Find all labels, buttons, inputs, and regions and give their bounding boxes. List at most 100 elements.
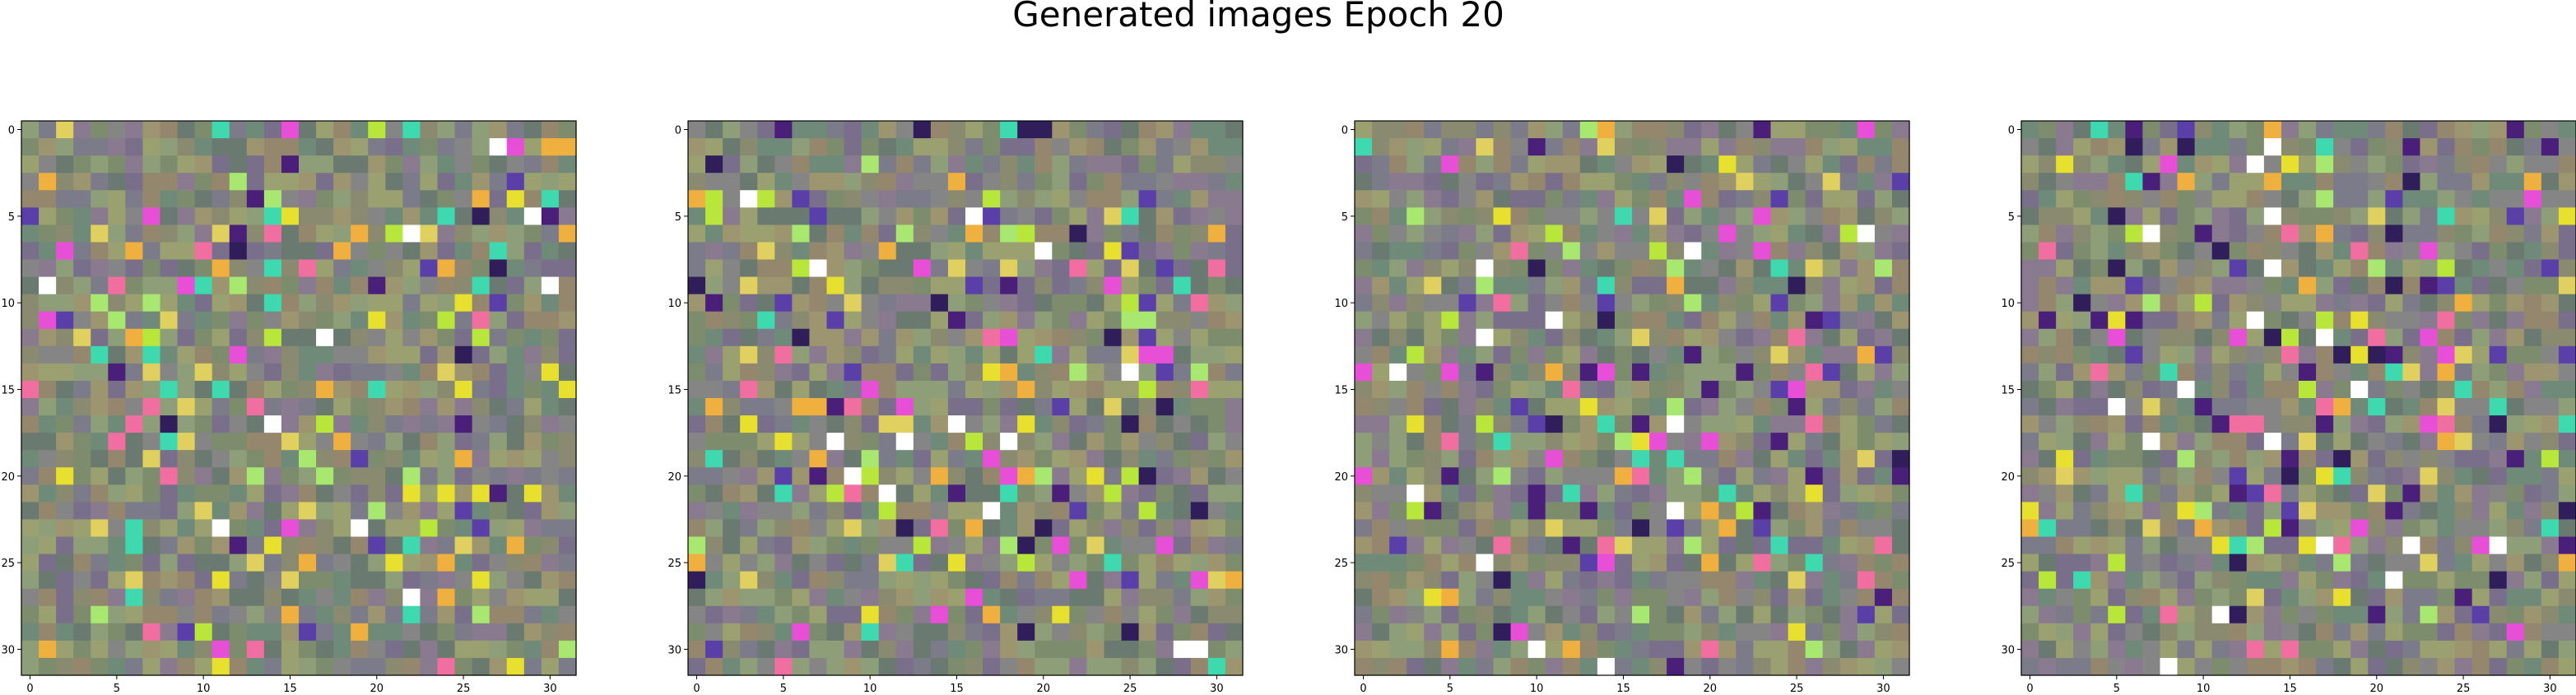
pixel-cell [246, 467, 265, 485]
pixel-cell [1684, 450, 1702, 468]
pixel-cell [1441, 640, 1459, 659]
pixel-cell [1667, 276, 1685, 295]
pixel-cell [351, 433, 369, 451]
pixel-cell [2350, 433, 2369, 451]
pixel-cell [1389, 450, 1407, 468]
pixel-cell [826, 328, 845, 347]
pixel-cell [281, 242, 300, 261]
pixel-cell [1562, 588, 1581, 607]
pixel-cell [2316, 276, 2334, 295]
pixel-cell [333, 415, 351, 433]
pixel-cell [1000, 536, 1018, 555]
pixel-cell [142, 190, 161, 208]
pixel-cell [160, 380, 179, 399]
pixel-cell [1788, 623, 1806, 642]
pixel-cell [523, 640, 542, 659]
pixel-cell [558, 519, 577, 538]
pixel-cell [541, 311, 560, 330]
pixel-cell [2090, 450, 2109, 468]
pixel-cell [385, 225, 403, 243]
pixel-cell [688, 588, 706, 607]
pixel-cell [930, 155, 949, 174]
pixel-cell [2489, 467, 2508, 485]
pixel-cell [472, 155, 491, 174]
pixel-cell [263, 657, 282, 676]
pixel-cell [91, 467, 109, 485]
pixel-cell [2420, 571, 2439, 590]
pixel-cell [2420, 311, 2439, 330]
pixel-cell [368, 225, 386, 243]
pixel-cell [2299, 588, 2317, 607]
pixel-cell [2108, 433, 2126, 451]
pixel-cell [2073, 657, 2091, 676]
pixel-cell [1407, 242, 1425, 261]
pixel-cell [1441, 276, 1459, 295]
pixel-cell [826, 484, 845, 503]
pixel-cell [1632, 484, 1650, 503]
pixel-cell [2299, 363, 2317, 382]
pixel-cell [2454, 311, 2473, 330]
pixel-cell [2489, 328, 2508, 347]
pixel-cell [2021, 276, 2039, 295]
pixel-cell [2385, 536, 2403, 555]
pixel-cell [757, 450, 775, 468]
pixel-cell [1770, 433, 1789, 451]
pixel-cell [1035, 121, 1053, 139]
pixel-cell [420, 605, 439, 624]
pixel-cell [809, 155, 828, 174]
pixel-cell [73, 398, 91, 416]
pixel-cell [2177, 398, 2196, 416]
pixel-cell [705, 605, 723, 624]
pixel-cell [1614, 571, 1633, 590]
pixel-cell [263, 588, 282, 607]
pixel-cell [229, 605, 248, 624]
pixel-cell [2385, 380, 2403, 399]
pixel-cell [2316, 345, 2334, 364]
pixel-cell [1874, 433, 1893, 451]
pixel-cell [2229, 380, 2248, 399]
pixel-cell [1190, 554, 1209, 572]
pixel-cell [2108, 398, 2126, 416]
pixel-cell [558, 207, 577, 225]
pixel-cell [1701, 225, 1719, 243]
pixel-cell [1190, 398, 1209, 416]
pixel-cell [2142, 623, 2161, 642]
pixel-cell [2177, 554, 2196, 572]
pixel-cell [2125, 484, 2144, 503]
pixel-cell [2056, 398, 2074, 416]
pixel-cell [1190, 623, 1209, 642]
pixel-cell [1510, 657, 1529, 676]
pixel-cell [2368, 173, 2386, 191]
pixel-cell [454, 259, 473, 278]
pixel-cell [2350, 398, 2369, 416]
pixel-cell [1476, 588, 1495, 607]
pixel-cell [2194, 276, 2213, 295]
pixel-cell [1086, 484, 1105, 503]
pixel-cell [1017, 588, 1035, 607]
pixel-cell [212, 519, 230, 538]
pixel-cell [1891, 502, 1910, 521]
pixel-cell [299, 155, 317, 174]
pixel-cell [1562, 190, 1581, 208]
pixel-cell [263, 311, 282, 330]
pixel-cell [333, 138, 351, 156]
pixel-cell [2506, 363, 2525, 382]
pixel-cell [1701, 121, 1719, 139]
pixel-cell [437, 398, 456, 416]
y-tick-label: 20 [1, 471, 15, 484]
pixel-cell [489, 138, 508, 156]
pixel-cell [506, 363, 525, 382]
pixel-cell [21, 294, 40, 313]
pixel-cell [1857, 155, 1876, 174]
pixel-cell [2246, 155, 2265, 174]
pixel-cell [1874, 605, 1893, 624]
pixel-cell [1407, 207, 1425, 225]
pixel-cell [351, 605, 369, 624]
pixel-cell [2073, 571, 2091, 590]
pixel-cell [263, 433, 282, 451]
pixel-cell [1493, 519, 1512, 538]
pixel-cell [740, 657, 758, 676]
pixel-cell [705, 259, 723, 278]
pixel-cell [983, 554, 1001, 572]
pixel-cell [2263, 484, 2282, 503]
